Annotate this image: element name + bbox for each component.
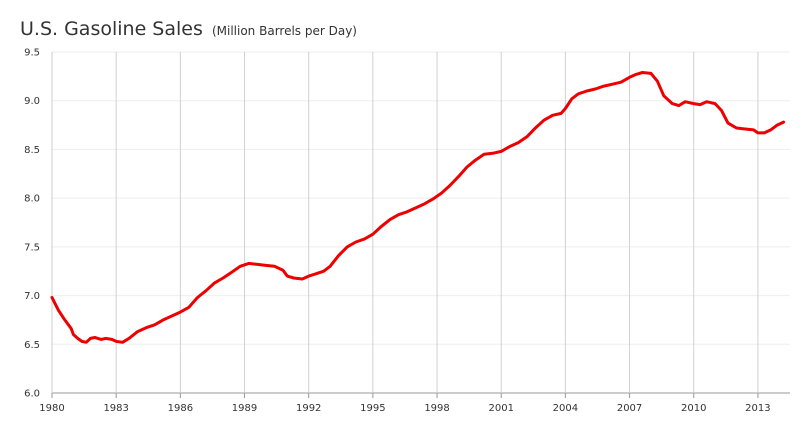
y-tick-label: 6.0 bbox=[24, 389, 40, 400]
x-tick-label: 1980 bbox=[39, 403, 64, 414]
x-tick-label: 2001 bbox=[488, 403, 513, 414]
y-tick-label: 8.5 bbox=[24, 145, 40, 156]
y-tick-label: 7.5 bbox=[24, 242, 40, 253]
x-tick-label: 2010 bbox=[681, 403, 706, 414]
x-tick-label: 2013 bbox=[745, 403, 770, 414]
x-tick-label: 1986 bbox=[168, 403, 193, 414]
chart-subtitle: (Million Barrels per Day) bbox=[211, 24, 357, 38]
x-tick-label: 1992 bbox=[296, 403, 321, 414]
y-tick-label: 9.5 bbox=[24, 48, 40, 59]
grid-layer bbox=[51, 51, 790, 394]
y-tick-label: 6.5 bbox=[24, 340, 40, 351]
x-tick-label: 2004 bbox=[553, 403, 578, 414]
series-layer bbox=[50, 71, 786, 344]
x-tick-label: 1998 bbox=[424, 403, 449, 414]
axis-layer: 6.0 6.5 7.0 7.5 8.0 8.5 9.0 9.5 1980 1983 1986 1989… bbox=[24, 48, 771, 415]
x-tick-label: 1995 bbox=[360, 403, 385, 414]
y-tick-label: 9.0 bbox=[24, 96, 40, 107]
y-tick-label: 7.0 bbox=[24, 291, 40, 302]
x-tick-label: 2007 bbox=[617, 403, 642, 414]
chart-title-main: U.S. Gasoline Sales bbox=[20, 18, 203, 40]
x-tick-label: 1989 bbox=[232, 403, 257, 414]
x-tick-label: 1983 bbox=[103, 403, 128, 414]
chart-title: U.S. Gasoline Sales (Million Barrels per… bbox=[20, 18, 357, 40]
y-tick-label: 8.0 bbox=[24, 194, 40, 205]
series-line-0 bbox=[50, 71, 786, 344]
